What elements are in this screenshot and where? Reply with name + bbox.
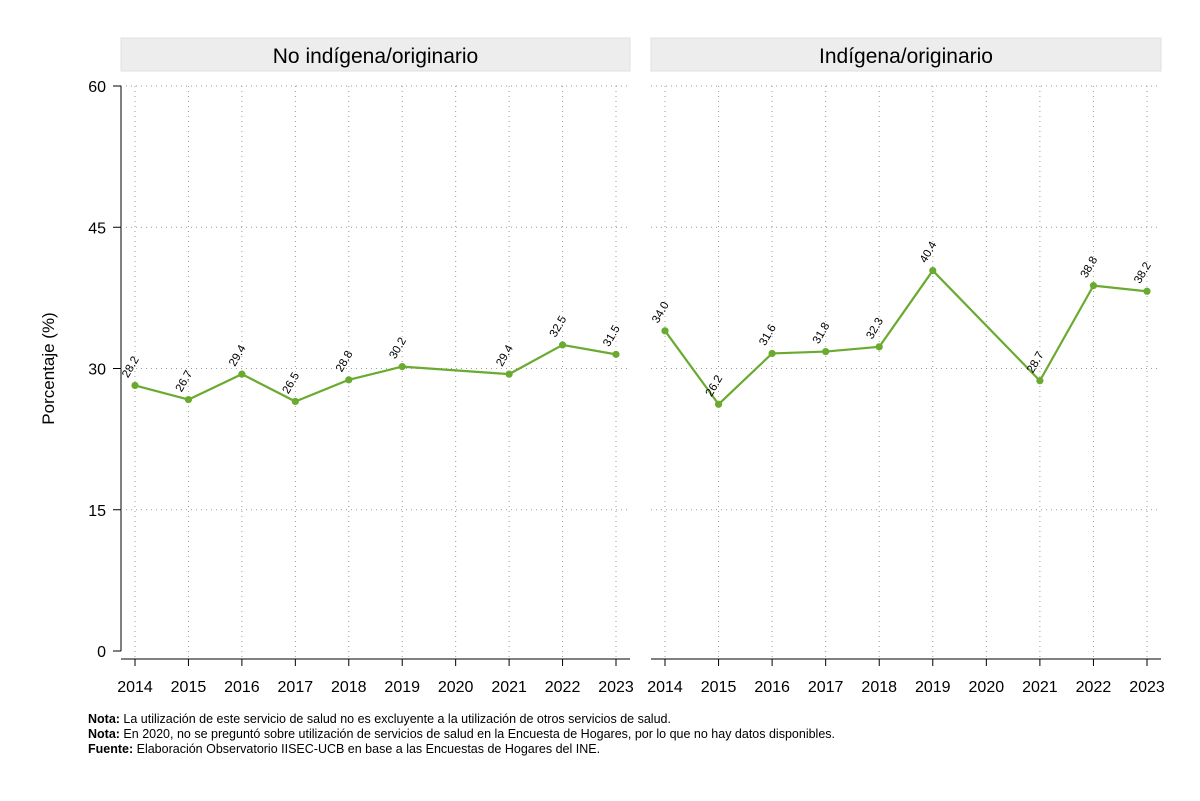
data-label: 29.4 — [494, 343, 516, 369]
data-point — [875, 343, 883, 351]
x-tick-label: 2014 — [647, 679, 683, 696]
data-label: 38.8 — [1079, 255, 1101, 280]
panel-indigena: Indígena/originario 2014 2015 2016 2017 2018 2… — [647, 37, 1165, 696]
data-label: 34.0 — [650, 300, 672, 325]
x-tick-label: 2017 — [808, 679, 844, 696]
data-label: 26.2 — [704, 373, 726, 398]
panel-header — [650, 37, 1162, 72]
x-tick-label: 2023 — [1129, 679, 1165, 696]
data-point — [291, 397, 299, 406]
y-axis-label: Porcentaje (%) — [39, 312, 58, 424]
data-point — [661, 327, 669, 335]
data-point — [558, 341, 567, 349]
source-note: Fuente: Elaboración Observatorio IISEC-U… — [88, 742, 835, 757]
x-tick-label: 2023 — [598, 679, 634, 696]
note-1-label: Nota: — [88, 712, 120, 726]
data-label: 40.4 — [918, 239, 940, 265]
data-point — [929, 266, 937, 275]
data-label: 32.5 — [548, 314, 570, 339]
data-point — [131, 381, 139, 390]
data-label: 28.8 — [334, 349, 356, 374]
x-tick-label: 2020 — [969, 679, 1005, 696]
data-point — [714, 400, 723, 408]
panel-no-indigena: No indígena/originario 2014 2015 2016 2017 20… — [117, 37, 634, 696]
x-tick-label: 2022 — [545, 679, 581, 696]
panel-header — [120, 37, 631, 72]
x-tick-label: 2018 — [331, 679, 367, 696]
data-label: 32.3 — [864, 316, 886, 341]
x-tick-label: 2015 — [701, 679, 737, 696]
data-point — [1036, 377, 1044, 385]
x-tick-label: 2016 — [754, 679, 790, 696]
data-label: 30.2 — [387, 336, 409, 361]
series-line — [134, 343, 617, 403]
source-label: Fuente: — [88, 742, 134, 756]
y-tick-label: 45 — [88, 220, 106, 237]
x-tick-label: 2020 — [438, 679, 474, 696]
data-point — [345, 376, 353, 384]
data-point — [1089, 282, 1098, 290]
data-point — [184, 395, 193, 404]
series-line — [664, 269, 1148, 406]
data-point — [768, 349, 776, 358]
data-point — [612, 350, 620, 358]
data-point — [238, 370, 246, 378]
x-tick-label: 2014 — [117, 679, 153, 696]
data-label: 31.6 — [757, 323, 779, 348]
data-label: 38.2 — [1132, 260, 1154, 285]
data-label: 31.8 — [811, 321, 833, 346]
note-1-text: La utilización de este servicio de salud… — [119, 712, 671, 726]
data-point — [1143, 287, 1151, 295]
y-tick-label: 15 — [88, 503, 106, 520]
data-point — [505, 370, 513, 378]
panel-title: No indígena/originario — [273, 45, 478, 68]
x-tick-label: 2019 — [915, 679, 951, 696]
data-label: 31.5 — [601, 323, 623, 348]
note-2: Nota: En 2020, no se preguntó sobre util… — [88, 727, 835, 742]
x-tick-label: 2017 — [278, 679, 314, 696]
y-tick-label: 60 — [88, 79, 106, 96]
x-tick-label: 2021 — [1022, 679, 1058, 696]
panel-title: Indígena/originario — [819, 45, 993, 68]
source-text: Elaboración Observatorio IISEC-UCB en ba… — [133, 742, 601, 756]
note-2-text: En 2020, no se preguntó sobre utilizació… — [119, 727, 835, 741]
data-label: 28.7 — [1025, 350, 1047, 375]
footnotes: Nota: La utilización de este servicio de… — [88, 712, 835, 757]
y-tick-label: 30 — [88, 362, 106, 379]
note-2-label: Nota: — [88, 727, 120, 741]
x-tick-label: 2015 — [171, 679, 207, 696]
x-tick-label: 2022 — [1076, 679, 1112, 696]
y-tick-label: 0 — [97, 644, 106, 661]
data-label: 28.2 — [120, 355, 142, 380]
data-label: 26.7 — [174, 369, 196, 394]
data-label: 29.4 — [227, 343, 249, 369]
data-point — [398, 363, 406, 371]
y-axis: 0 15 30 45 60 Porcentaje (%) — [39, 79, 122, 661]
note-1: Nota: La utilización de este servicio de… — [88, 712, 835, 727]
x-tick-label: 2019 — [384, 679, 420, 696]
x-tick-label: 2016 — [224, 679, 260, 696]
data-point — [822, 347, 830, 356]
x-tick-label: 2018 — [861, 679, 897, 696]
x-tick-label: 2021 — [491, 679, 527, 696]
data-label: 26.5 — [281, 371, 303, 396]
